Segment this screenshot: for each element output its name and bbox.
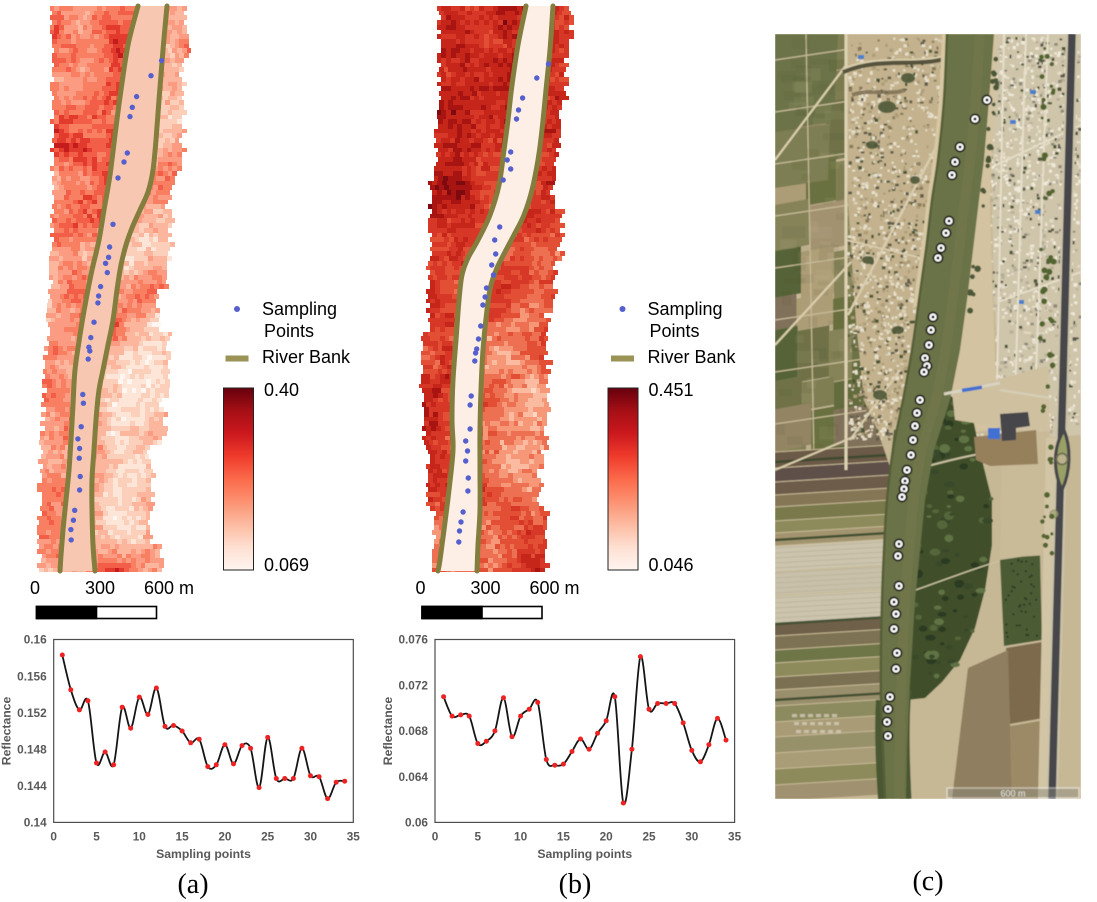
svg-text:Sampling: Sampling [262,299,337,319]
svg-text:300: 300 [85,578,115,598]
svg-text:0: 0 [432,829,439,843]
svg-text:0.152: 0.152 [17,706,47,720]
svg-text:600 m: 600 m [530,578,580,598]
svg-text:5: 5 [93,829,100,843]
svg-text:0.068: 0.068 [398,724,428,738]
svg-text:0.156: 0.156 [17,669,47,683]
svg-text:Reflectance: Reflectance [0,697,14,766]
svg-text:10: 10 [133,829,147,843]
svg-text:0.06: 0.06 [405,816,428,830]
svg-text:(a): (a) [177,869,208,900]
svg-text:600 m: 600 m [144,578,194,598]
svg-text:0: 0 [50,829,57,843]
svg-text:20: 20 [218,829,232,843]
svg-text:Sampling points: Sampling points [156,847,251,861]
svg-text:0.451: 0.451 [649,380,694,400]
svg-text:5: 5 [475,829,482,843]
svg-text:River Bank: River Bank [262,347,351,367]
svg-text:0.14: 0.14 [24,816,47,830]
svg-text:15: 15 [557,829,571,843]
svg-text:10: 10 [514,829,528,843]
svg-text:0.16: 0.16 [24,633,47,647]
svg-text:15: 15 [176,829,190,843]
svg-text:0.076: 0.076 [398,633,428,647]
svg-text:(c): (c) [912,866,943,897]
svg-text:35: 35 [728,829,742,843]
svg-text:0.40: 0.40 [264,380,299,400]
svg-text:0: 0 [416,578,426,598]
svg-text:35: 35 [347,829,361,843]
svg-text:Points: Points [650,321,700,341]
svg-text:Sampling points: Sampling points [537,847,632,861]
svg-text:600 m: 600 m [1000,789,1025,799]
svg-text:30: 30 [304,829,318,843]
svg-text:25: 25 [642,829,656,843]
svg-text:30: 30 [685,829,699,843]
svg-text:(b): (b) [559,869,592,900]
svg-text:0.046: 0.046 [649,555,694,575]
svg-text:300: 300 [471,578,501,598]
svg-text:0.064: 0.064 [398,770,428,784]
svg-text:0.072: 0.072 [398,678,428,692]
svg-text:0: 0 [30,578,40,598]
svg-text:25: 25 [261,829,275,843]
svg-text:0.144: 0.144 [17,779,47,793]
svg-text:Sampling: Sampling [648,299,723,319]
svg-text:River Bank: River Bank [648,347,737,367]
svg-text:Points: Points [264,321,314,341]
svg-text:0.148: 0.148 [17,742,47,756]
svg-text:0.069: 0.069 [264,555,309,575]
svg-text:Reflectance: Reflectance [381,697,395,766]
svg-text:20: 20 [600,829,614,843]
